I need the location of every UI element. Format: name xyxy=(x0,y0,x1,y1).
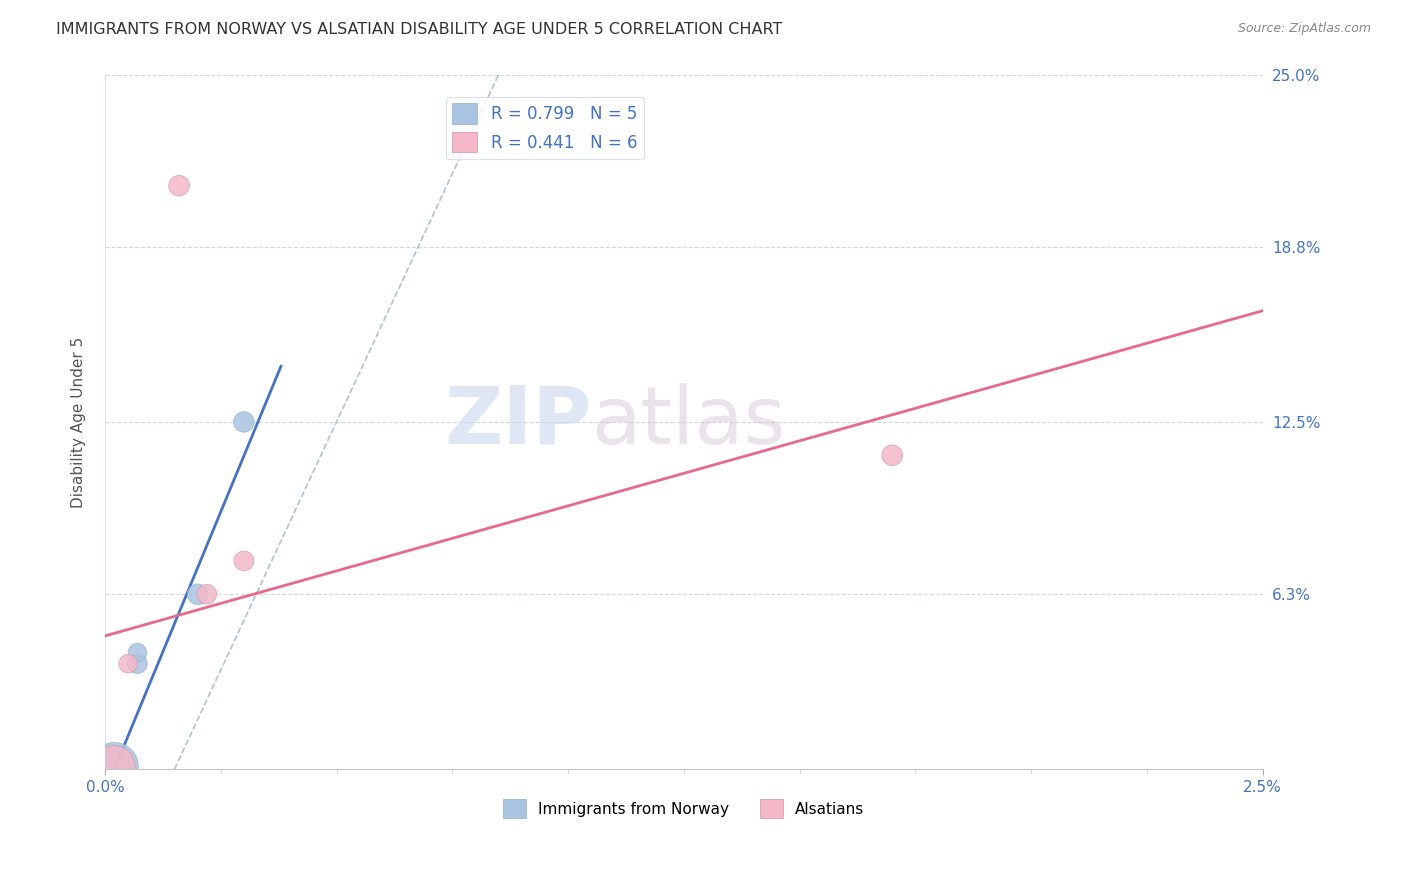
Y-axis label: Disability Age Under 5: Disability Age Under 5 xyxy=(72,336,86,508)
Point xyxy=(127,657,149,671)
Point xyxy=(167,178,190,193)
Text: ZIP: ZIP xyxy=(444,383,591,461)
Point xyxy=(195,587,218,601)
Point xyxy=(103,759,125,773)
Legend: Immigrants from Norway, Alsatians: Immigrants from Norway, Alsatians xyxy=(498,793,870,824)
Point xyxy=(103,759,125,773)
Point xyxy=(232,415,254,429)
Point xyxy=(127,646,149,660)
Point xyxy=(117,657,139,671)
Text: atlas: atlas xyxy=(591,383,786,461)
Point xyxy=(187,587,209,601)
Point xyxy=(882,448,904,462)
Point xyxy=(232,554,254,568)
Text: IMMIGRANTS FROM NORWAY VS ALSATIAN DISABILITY AGE UNDER 5 CORRELATION CHART: IMMIGRANTS FROM NORWAY VS ALSATIAN DISAB… xyxy=(56,22,783,37)
Text: Source: ZipAtlas.com: Source: ZipAtlas.com xyxy=(1237,22,1371,36)
